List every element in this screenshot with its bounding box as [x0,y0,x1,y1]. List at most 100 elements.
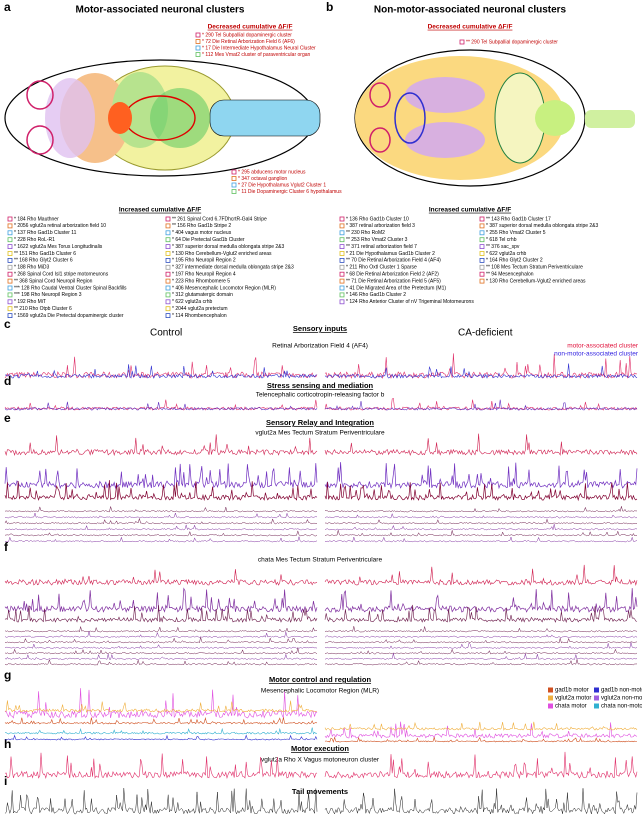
legend-item: * 211 Rho Oxtl Cluster 1 Sparse [346,265,417,271]
legend-item: ** 253 Rho Vmat2 Cluster 3 [346,237,408,243]
trace [4,727,318,735]
legend-item: * 622 vglut2a crhb [172,299,213,305]
trace [4,643,318,649]
panel-label: b [326,0,333,14]
legend-swatch [7,237,13,243]
legend-item: * 130 Rho Cerebellum-Vglut2 enriched are… [172,251,272,257]
legend-item: * 404 vagus motor nucleus [172,230,232,236]
brain-b [354,49,635,187]
legend-swatch [548,687,553,693]
legend-swatch [339,278,345,284]
trace [4,752,318,780]
legend-swatch [165,230,171,236]
legend-item: * 387 retinal arborization field 3 [346,223,415,229]
legend-swatch [339,264,345,270]
section-heading: Sensory inputs [293,324,347,333]
legend-item: * 195 Rho Neuropil Region 2 [172,258,236,264]
legend-item: * 197 Rho Neuropil Region 4 [172,272,236,278]
legend-swatch [195,32,201,38]
trace [324,637,638,644]
trace [4,356,318,379]
legend-swatch [479,216,485,222]
trace [4,637,318,644]
legend-item: ** 94 Mesencephalon [486,272,534,278]
legend-swatch [7,299,13,305]
trace [324,736,638,743]
decreased-heading: Decreased cumulative ΔF/F [428,24,513,31]
legend-swatch [231,189,237,194]
trace [324,648,638,655]
legend-item: * 164 Rho Glyt2 Cluster 2 [486,258,543,264]
trace [324,524,638,531]
legend-item: * 1622 vglut2a Mes Torus Longitudinalis [14,244,103,250]
trace [4,688,318,719]
legend-item: * 618 Tel crhb [486,237,517,243]
legend-item: * 622 vglut2a crhb [486,251,527,257]
legend-item: ** 261 Spinal Cord 6.7FDhcrtR-Gal4 Strip… [172,216,267,222]
legend-swatch [7,223,13,229]
legend-item: * 130 Rho Cerebellum-Vglut2 enriched are… [486,278,586,284]
legend-item: *** 198 Rho Neuropil Region 3 [14,292,82,298]
legend-item: * 124 Rho Anterior Cluster of nV Trigemi… [346,299,474,305]
panel-label: f [4,540,9,554]
legend-swatch [165,313,171,319]
trace [4,653,317,660]
legend-swatch [339,223,345,229]
legend-item: * 41 Die Migrated Area of the Pretectum … [346,285,446,291]
legend-item: * 1569 vglut2a Die Pretectal dopaminergi… [14,313,124,319]
legend-item: chata motor [555,704,587,710]
legend-item: * 268 Spinal Cord Isl1 stripe motorneuro… [14,272,109,278]
legend-swatch [548,703,553,709]
trace [4,631,318,638]
legend-swatch [339,271,345,277]
legend-swatch [339,237,345,243]
trace [4,647,318,655]
trace [324,397,638,411]
legend-item: * 146 Rho Gad1b Cluster 2 [346,292,406,298]
trace [4,569,318,586]
legend-swatch [548,695,553,701]
legend-item: gad1b non-motor [601,688,642,694]
legend-item: * 192 Rho MiT [14,299,46,305]
legend-swatch [231,182,237,188]
section-heading: Sensory Relay and Integration [266,418,374,427]
trace [4,523,318,531]
legend-swatch [479,223,485,229]
legend-swatch [195,39,201,44]
trace [324,564,638,586]
legend-swatch [7,244,13,250]
legend-swatch [339,285,345,291]
legend-swatch [165,292,171,298]
trace [324,536,638,543]
legend-swatch [165,251,171,256]
legend-swatch [7,313,13,319]
legend-swatch [165,306,171,312]
legend-swatch [231,169,237,175]
column-title: CA-deficient [458,328,513,339]
legend-swatch [165,237,171,243]
section-heading: Tail movements [292,787,348,796]
trace [4,480,318,502]
trace [4,399,318,411]
legend-swatch [479,230,485,236]
trace [324,642,638,649]
trace [324,634,638,638]
section-heading: Motor execution [291,744,349,753]
legend-item: * 136 Rho Gad1b Cluster 10 [346,216,409,222]
legend-item: * 312 glutamatergic domain [172,292,233,298]
trace [324,721,638,739]
legend-item: * 137 Rho Gad1b Cluster 11 [14,230,77,236]
section-subtitle: vglut2a Mes Tectum Stratum Periventricul… [255,430,385,437]
legend-item: * 387 superior dorsal medulla oblongata … [486,223,599,229]
legend-item: * 11 Die Dopaminergic Cluster 6 hypothal… [238,189,342,195]
legend-swatch [339,251,345,256]
legend-swatch [165,257,171,263]
legend-swatch [339,292,345,298]
legend-item: ** 168 Rho Glyt2 Cluster 6 [14,258,73,264]
trace [324,626,638,633]
trace [4,364,317,379]
section-subtitle: Retinal Arborization Field 4 (AF4) [272,343,368,350]
legend-item: * 223 Rho Rhombomere 5 [172,278,230,284]
legend-item: ** 368 Spinal Cord Neuropil Region [14,278,93,284]
